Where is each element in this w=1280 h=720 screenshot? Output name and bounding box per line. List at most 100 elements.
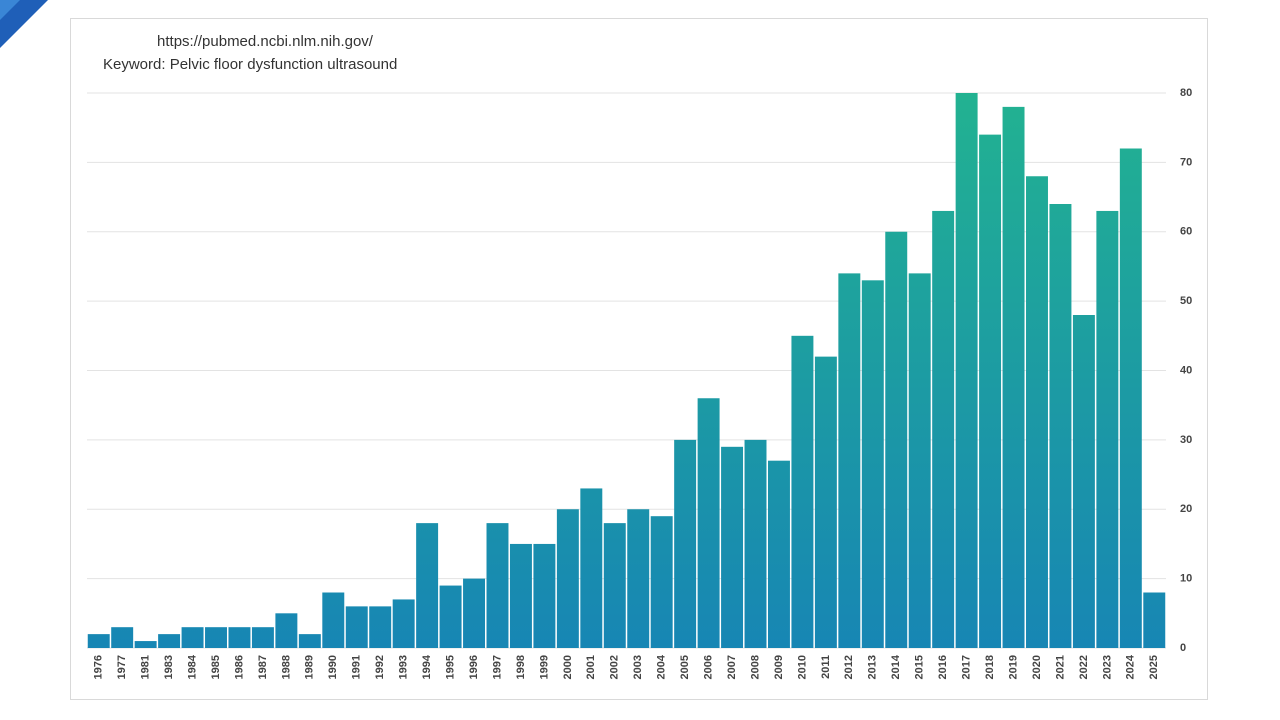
bar bbox=[345, 606, 368, 648]
x-tick-label: 1996 bbox=[468, 655, 480, 679]
bar bbox=[627, 509, 650, 648]
bar bbox=[509, 543, 532, 648]
y-tick-label: 80 bbox=[1180, 87, 1192, 99]
bar bbox=[439, 585, 462, 648]
x-tick-label: 1984 bbox=[186, 654, 198, 679]
bar bbox=[650, 516, 673, 648]
bar bbox=[955, 93, 978, 648]
chart-title: Keyword: Pelvic floor dysfunction ultras… bbox=[103, 56, 397, 73]
x-tick-label: 1997 bbox=[491, 655, 503, 679]
x-tick-label: 2022 bbox=[1078, 655, 1090, 679]
bar bbox=[674, 439, 697, 648]
y-tick-label: 70 bbox=[1180, 156, 1192, 168]
bar bbox=[298, 634, 321, 648]
bar bbox=[369, 606, 392, 648]
x-tick-label: 1990 bbox=[327, 655, 339, 679]
x-tick-label: 2012 bbox=[843, 655, 855, 679]
x-tick-label: 1977 bbox=[116, 655, 128, 679]
bar bbox=[1119, 148, 1142, 648]
bar bbox=[1002, 106, 1025, 648]
bar bbox=[322, 592, 345, 648]
chart-subtitle: https://pubmed.ncbi.nlm.nih.gov/ bbox=[157, 33, 374, 50]
bar bbox=[1143, 592, 1166, 648]
x-tick-label: 2009 bbox=[773, 655, 785, 679]
plot-area: 0 10 20 30 40 50 60 70 80 1976 1977 1981 1983 1984 198… bbox=[87, 87, 1192, 679]
bar bbox=[463, 578, 486, 648]
x-tick-label: 2003 bbox=[632, 655, 644, 679]
x-tick-label: 2011 bbox=[820, 655, 832, 679]
bar bbox=[580, 488, 603, 648]
bar bbox=[603, 523, 626, 648]
bar bbox=[134, 641, 157, 648]
bar bbox=[392, 599, 415, 648]
x-tick-label: 2001 bbox=[585, 655, 597, 679]
x-tick-label: 1989 bbox=[304, 655, 316, 679]
bar bbox=[1026, 176, 1048, 648]
bar bbox=[744, 439, 767, 648]
y-tick-label: 50 bbox=[1180, 295, 1192, 307]
x-tick-label: 1992 bbox=[374, 655, 386, 679]
bar bbox=[838, 273, 861, 648]
x-tick-label: 1986 bbox=[233, 655, 245, 679]
y-tick-label: 0 bbox=[1180, 642, 1186, 654]
x-tick-label: 2000 bbox=[562, 655, 574, 679]
x-tick-label: 1991 bbox=[351, 655, 363, 679]
x-tick-label: 2006 bbox=[703, 655, 715, 679]
bar bbox=[251, 627, 274, 648]
bar bbox=[767, 460, 790, 648]
bar bbox=[228, 627, 251, 648]
bar bbox=[1072, 315, 1095, 648]
x-tick-label: 2023 bbox=[1101, 655, 1113, 679]
x-tick-label: 1993 bbox=[398, 655, 410, 679]
corner-decoration bbox=[0, 0, 48, 48]
x-tick-label: 2017 bbox=[961, 655, 973, 679]
x-tick-label: 2004 bbox=[656, 654, 668, 679]
x-tick-label: 1987 bbox=[257, 655, 269, 679]
bar bbox=[181, 627, 204, 648]
x-tick-label: 1988 bbox=[280, 655, 292, 679]
bar bbox=[885, 231, 908, 648]
y-tick-label: 60 bbox=[1180, 226, 1192, 238]
y-tick-label: 30 bbox=[1180, 434, 1192, 446]
x-tick-label: 2025 bbox=[1148, 655, 1160, 679]
x-tick-label: 1999 bbox=[538, 655, 550, 679]
bar bbox=[158, 634, 181, 648]
bar bbox=[814, 356, 837, 648]
bar bbox=[486, 523, 509, 648]
x-tick-label: 2013 bbox=[867, 655, 879, 679]
x-tick-label: 2024 bbox=[1125, 654, 1137, 679]
bar bbox=[87, 634, 110, 648]
x-tick-label: 2014 bbox=[890, 654, 902, 679]
bar bbox=[1049, 204, 1072, 648]
bar bbox=[697, 398, 720, 648]
x-tick-label: 1985 bbox=[210, 655, 222, 679]
x-tick-label: 1994 bbox=[421, 654, 433, 679]
x-tick-label: 2007 bbox=[726, 655, 738, 679]
x-tick-label: 1981 bbox=[140, 655, 152, 679]
bar bbox=[791, 335, 814, 648]
x-tick-label: 2019 bbox=[1007, 655, 1019, 679]
x-tick-label: 1998 bbox=[515, 655, 527, 679]
bar bbox=[111, 627, 134, 648]
x-tick-label: 2020 bbox=[1031, 655, 1043, 679]
x-tick-label: 1995 bbox=[444, 655, 456, 679]
bar bbox=[932, 210, 955, 648]
x-tick-label: 2005 bbox=[679, 655, 691, 679]
bar bbox=[205, 627, 227, 648]
y-tick-label: 20 bbox=[1180, 503, 1192, 515]
x-tick-label: 2008 bbox=[749, 655, 761, 679]
bar bbox=[1096, 210, 1119, 648]
x-tick-label: 1983 bbox=[163, 655, 175, 679]
x-tick-label: 1976 bbox=[93, 655, 105, 679]
y-tick-label: 10 bbox=[1180, 573, 1192, 585]
bar bbox=[908, 273, 931, 648]
corner-decoration bbox=[0, 0, 20, 20]
x-tick-label: 2018 bbox=[984, 655, 996, 679]
bar bbox=[275, 613, 298, 648]
bar bbox=[416, 523, 439, 648]
bar bbox=[556, 509, 579, 648]
bar bbox=[861, 280, 884, 648]
bar bbox=[721, 446, 744, 648]
